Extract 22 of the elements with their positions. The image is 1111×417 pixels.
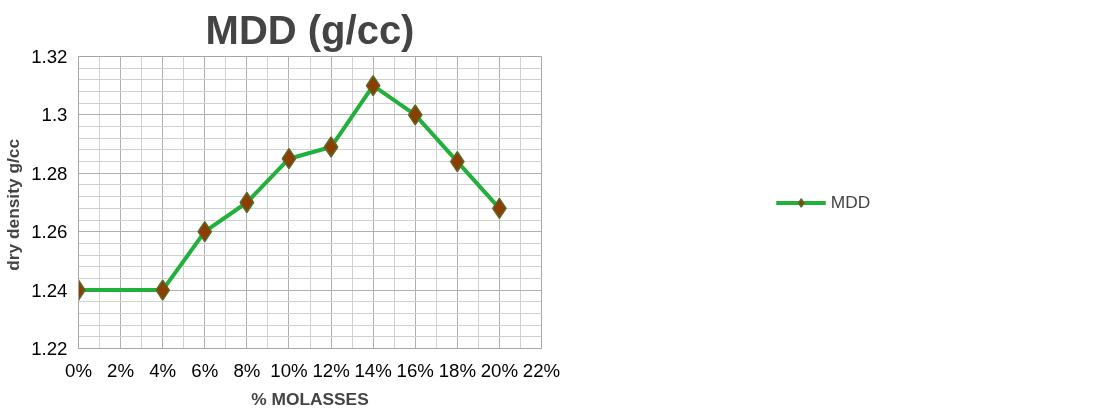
- x-tick-label: 0%: [65, 359, 92, 381]
- x-tick-label: 8%: [233, 359, 261, 381]
- chart-title: MDD (g/cc): [205, 7, 415, 52]
- legend-label: MDD: [830, 191, 871, 213]
- x-tick-label: 10%: [270, 359, 308, 381]
- x-axis-title: % MOLASSES: [251, 388, 369, 409]
- x-tick-label: 4%: [149, 359, 177, 381]
- x-tick-label: 20%: [480, 359, 519, 381]
- x-tick-label: 14%: [354, 359, 392, 381]
- y-tick-label: 1.26: [31, 221, 68, 243]
- y-tick-label: 1.32: [31, 46, 68, 67]
- y-tick-label: 1.28: [31, 162, 68, 184]
- y-axis-title: dry density g/cc: [3, 138, 24, 271]
- y-tick-label: 1.3: [41, 104, 68, 126]
- x-tick-label: 22%: [522, 359, 561, 381]
- x-tick-label: 2%: [107, 359, 135, 381]
- y-tick-label: 1.24: [31, 279, 68, 301]
- x-tick-label: 12%: [312, 359, 350, 381]
- x-tick-label: 6%: [191, 359, 219, 381]
- x-tick-label: 18%: [438, 359, 476, 381]
- y-tick-label: 1.22: [31, 338, 68, 359]
- x-tick-label: 16%: [396, 359, 434, 381]
